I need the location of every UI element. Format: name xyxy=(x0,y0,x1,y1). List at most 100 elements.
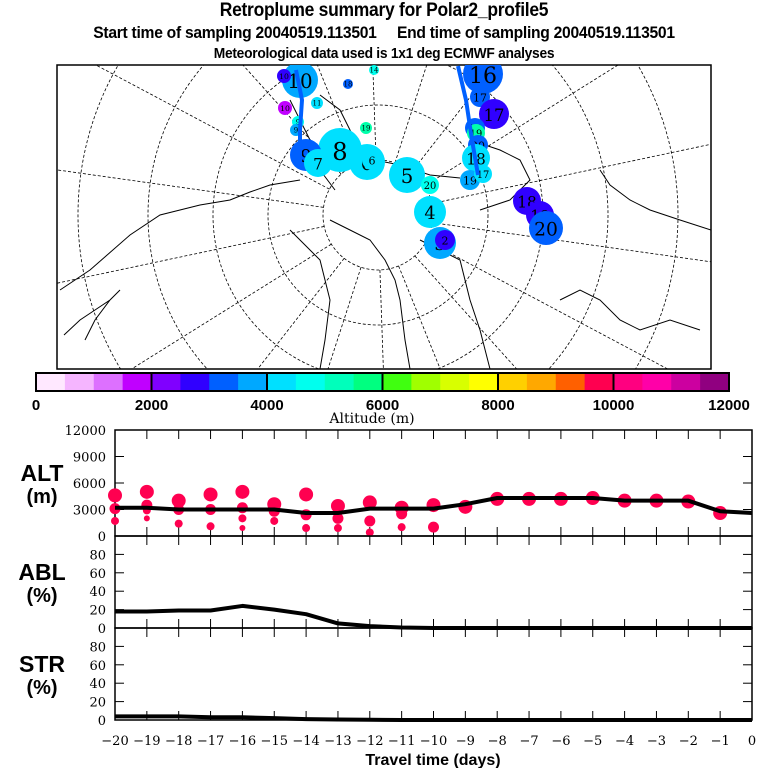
y-tick-label: 80 xyxy=(89,548,106,563)
x-tick-label: −2 xyxy=(679,734,698,749)
y-tick-label: 40 xyxy=(89,585,106,600)
meridian-line xyxy=(57,226,325,284)
met-data-subtitle: Meteorological data used is 1x1 deg ECMW… xyxy=(213,45,555,62)
cluster-day-label: 19 xyxy=(470,129,483,140)
x-tick-label: −9 xyxy=(456,734,475,749)
cluster-point xyxy=(299,487,314,502)
meridian-line xyxy=(398,265,441,369)
cluster-marker xyxy=(311,97,323,109)
colorbar-segment xyxy=(238,373,268,391)
x-tick-label: −8 xyxy=(488,734,507,749)
colorbar-segment xyxy=(36,373,66,391)
colorbar-segment xyxy=(267,373,297,391)
colorbar-segment xyxy=(353,373,383,391)
colorbar-segment xyxy=(498,373,528,391)
trajectory-line xyxy=(294,69,305,160)
panel-ylabel-unit: (m) xyxy=(26,486,57,508)
coastline xyxy=(469,139,531,211)
cluster-marker xyxy=(389,157,425,193)
cluster-point xyxy=(396,508,408,520)
x-tick-label: −15 xyxy=(261,734,288,749)
y-tick-label: 20 xyxy=(89,696,106,711)
cluster-point xyxy=(270,516,279,525)
cluster-day-label: 5 xyxy=(401,165,414,188)
colorbar-segment xyxy=(209,373,239,391)
x-tick-label: −17 xyxy=(197,734,224,749)
panel-ylabel: STR xyxy=(19,651,65,677)
trajectory-line xyxy=(456,65,480,176)
x-tick-label: −5 xyxy=(583,734,602,749)
colorbar-segment xyxy=(642,373,672,391)
cluster-day-label: 7 xyxy=(313,155,323,173)
colorbar-segment xyxy=(151,373,181,391)
cluster-day-label: 14 xyxy=(370,66,379,74)
cluster-point xyxy=(365,528,374,537)
meridian-line xyxy=(242,65,342,175)
panel-frame xyxy=(114,535,753,629)
colorbar-segment xyxy=(180,373,210,391)
y-tick-label: 3000 xyxy=(73,504,106,519)
y-tick-label: 6000 xyxy=(73,477,106,492)
cluster-day-label: 9 xyxy=(294,127,298,135)
colorbar-tick-label: 8000 xyxy=(481,397,514,414)
altitude-colorbar: 0 2000 4000 6000 8000 10000 12000 xyxy=(32,372,750,414)
meridian-line xyxy=(426,240,669,369)
series-line xyxy=(115,496,753,516)
x-tick-label: −6 xyxy=(551,734,570,749)
cluster-point xyxy=(143,515,150,522)
sampling-time-subtitle: Start time of sampling 20040519.113501 E… xyxy=(93,23,675,42)
cluster-day-label: 17 xyxy=(484,106,505,125)
y-tick-label: 60 xyxy=(89,567,106,582)
colorbar-segment xyxy=(700,373,730,391)
cluster-marker xyxy=(277,69,291,83)
meridian-line xyxy=(57,169,324,208)
cluster-marker xyxy=(414,196,446,228)
meridian-line xyxy=(95,65,330,190)
y-tick-label: 0 xyxy=(98,622,106,637)
meridian-line xyxy=(414,255,518,369)
cluster-point xyxy=(111,516,119,525)
colorbar-segment xyxy=(584,373,614,391)
cluster-point xyxy=(330,498,345,513)
coastline xyxy=(329,219,411,369)
cluster-point xyxy=(302,524,311,533)
time-series-panels: 030006000900012000ALT(m)020406080ABL(%)0… xyxy=(18,424,756,749)
meridian-line xyxy=(431,143,711,204)
cluster-day-label: 17 xyxy=(473,92,487,105)
x-tick-label: −16 xyxy=(229,734,256,749)
cluster-day-label: 8 xyxy=(332,138,347,166)
cluster-marker xyxy=(421,176,439,194)
colorbar-segment xyxy=(93,373,124,391)
cluster-point xyxy=(139,484,154,499)
colorbar-segment xyxy=(526,373,557,391)
cluster-point xyxy=(362,495,377,510)
colorbar-segment xyxy=(64,373,95,391)
colorbar-tick-label: 2000 xyxy=(135,397,168,414)
chart-title: Retroplume summary for Polar2_profile5 xyxy=(219,0,549,21)
y-tick-label: 20 xyxy=(89,604,106,619)
x-tick-label: 0 xyxy=(748,734,756,749)
colorbar-segment xyxy=(440,373,470,391)
x-axis-label: Travel time (days) xyxy=(365,752,500,768)
meridian-line xyxy=(424,65,619,187)
coastline xyxy=(599,169,711,231)
cluster-point xyxy=(332,512,344,524)
cluster-day-label: 11 xyxy=(313,100,322,108)
x-tick-label: −12 xyxy=(356,734,383,749)
cluster-day-label: 20 xyxy=(534,220,558,241)
coastline xyxy=(59,179,301,291)
colorbar-segment xyxy=(122,373,152,391)
y-tick-label: 0 xyxy=(98,530,106,545)
cluster-point xyxy=(174,519,183,528)
colorbar-segment xyxy=(613,373,643,391)
panel-ylabel-unit: (%) xyxy=(26,677,57,699)
x-tick-label: −7 xyxy=(519,734,538,749)
cluster-point xyxy=(333,524,342,533)
colorbar-tick-label: 6000 xyxy=(366,397,399,414)
meridian-line xyxy=(257,258,345,369)
x-tick-label: −4 xyxy=(615,734,634,749)
colorbar-tick-label: 10000 xyxy=(593,397,635,414)
colorbar-tick-label: 4000 xyxy=(250,397,283,414)
coastline xyxy=(289,229,331,369)
